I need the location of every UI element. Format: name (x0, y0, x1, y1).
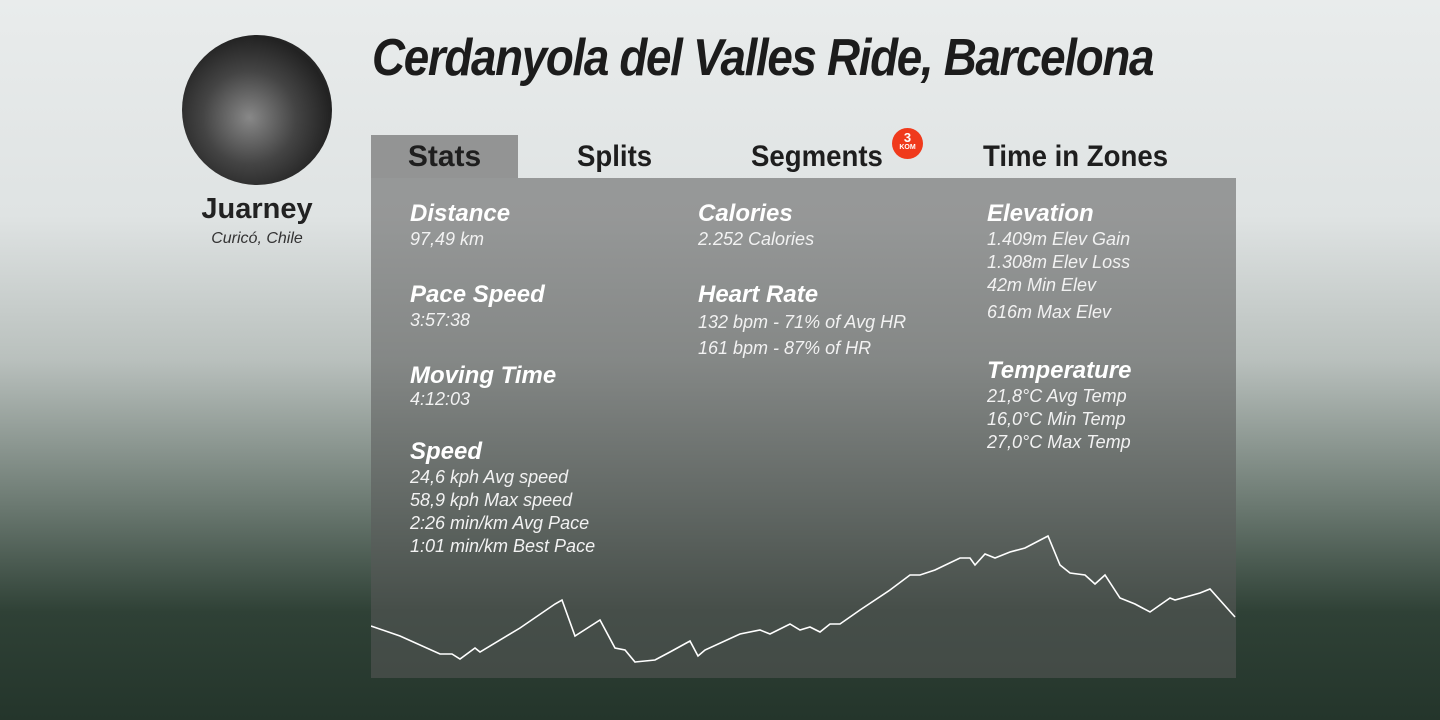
stats-column-1: Distance 97,49 km Pace Speed 3:57:38 Movin… (410, 200, 595, 558)
stat-value: 4:12:03 (410, 389, 471, 409)
profile-name: Juarney (201, 193, 313, 225)
stat-value: 132 bpm - 71% of Avg HR (698, 312, 907, 332)
elevation-stat: Elevation 1.409m Elev Gain 1.308m Elev L… (987, 200, 1132, 327)
stat-label: Pace Speed (410, 281, 545, 308)
temperature-stat: Temperature 21,8°C Avg Temp 16,0°C Min T… (987, 357, 1132, 454)
profile-location: Curicó, Chile (211, 230, 303, 247)
stat-value: 3:57:38 (410, 310, 471, 330)
pace-stat: Pace Speed 3:57:38 (410, 281, 595, 332)
stat-value: 2.252 Calories (698, 229, 815, 249)
stat-label: Calories (698, 200, 793, 227)
page-title: Cerdanyola del Valles Ride, Barcelona (372, 29, 1154, 87)
kom-badge: 3 KOM (892, 128, 923, 159)
tab-splits[interactable]: Splits (577, 140, 653, 173)
stat-value: 161 bpm - 87% of HR (698, 338, 872, 358)
stats-column-2: Calories 2.252 Calories Heart Rate 132 bp… (698, 200, 906, 361)
stat-value: 21,8°C Avg Temp (987, 386, 1127, 406)
calories-stat: Calories 2.252 Calories (698, 200, 906, 251)
distance-stat: Distance 97,49 km (410, 200, 595, 251)
stat-value: 58,9 kph Max speed (410, 490, 573, 510)
stat-value: 16,0°C Min Temp (987, 409, 1126, 429)
speed-stat: Speed 24,6 kph Avg speed 58,9 kph Max sp… (410, 438, 595, 558)
stat-value: 1:01 min/km Best Pace (410, 536, 596, 556)
heart-rate-stat: Heart Rate 132 bpm - 71% of Avg HR 161 b… (698, 281, 906, 361)
moving-time-stat: Moving Time 4:12:03 (410, 362, 595, 408)
elevation-line (371, 534, 1236, 663)
stat-value: 27,0°C Max Temp (987, 432, 1131, 452)
stat-value: 2:26 min/km Avg Pace (410, 513, 590, 533)
stats-panel: Distance 97,49 km Pace Speed 3:57:38 Movin… (371, 178, 1236, 678)
stat-label: Heart Rate (698, 281, 819, 308)
tab-time-in-zones[interactable]: Time in Zones (983, 140, 1169, 173)
stat-label: Speed (410, 438, 483, 465)
stat-value: 616m Max Elev (987, 302, 1112, 322)
stat-value: 42m Min Elev (987, 275, 1097, 295)
stat-label: Temperature (987, 357, 1132, 384)
stats-column-3: Elevation 1.409m Elev Gain 1.308m Elev L… (987, 200, 1132, 454)
stat-value: 97,49 km (410, 229, 485, 249)
badge-label: KOM (899, 144, 916, 151)
tab-segments[interactable]: Segments (751, 140, 883, 173)
stat-label: Distance (410, 200, 511, 227)
tab-stats[interactable]: Stats (371, 135, 518, 178)
stat-label: Moving Time (410, 362, 557, 389)
stat-label: Elevation (987, 200, 1094, 227)
stat-value: 1.409m Elev Gain (987, 229, 1131, 249)
avatar (182, 35, 332, 185)
stat-value: 24,6 kph Avg speed (410, 467, 569, 487)
badge-count: 3 (903, 130, 912, 145)
elevation-profile (371, 534, 1236, 663)
stat-value: 1.308m Elev Loss (987, 252, 1131, 272)
